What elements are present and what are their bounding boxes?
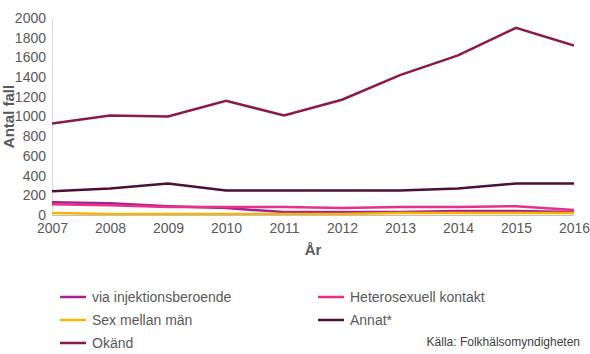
legend: via injektionsberoende Heterosexuell kont… [60, 289, 485, 351]
y-tick: 1200 [15, 89, 52, 105]
x-tick-label: 2012 [327, 220, 358, 236]
legend-label: Heterosexuell kontakt [350, 289, 485, 305]
legend-swatch [60, 296, 86, 299]
y-tick: 2000 [15, 10, 52, 26]
y-tick-label: 1800 [15, 30, 46, 46]
legend-swatch [318, 319, 344, 322]
y-tick: 1600 [15, 49, 52, 65]
legend-entry: Okänd [60, 335, 133, 351]
legend-entry: via injektionsberoende [60, 289, 232, 305]
x-axis: 2007 2008 2009 2010 2011 2012 2013 2014 2015 2016 [37, 215, 590, 236]
legend-swatch [318, 296, 344, 299]
x-axis-title: År [305, 241, 322, 258]
y-tick-label: 800 [23, 128, 47, 144]
x-tick: 2015 [501, 215, 532, 236]
source-note: Källa: Folkhälsomyndigheten [427, 335, 580, 349]
y-tick-label: 600 [23, 148, 47, 164]
series-line [52, 28, 574, 124]
x-tick: 2016 [559, 215, 590, 236]
x-tick: 2014 [443, 215, 474, 236]
y-axis: 0200400600800100012001400160018002000 [15, 10, 53, 223]
legend-entry: Sex mellan män [60, 312, 192, 328]
x-tick: 2012 [327, 215, 358, 236]
legend-swatch [60, 319, 86, 322]
chart: 0200400600800100012001400160018002000200… [0, 0, 590, 354]
y-tick: 1400 [15, 69, 52, 85]
y-tick: 1800 [15, 30, 52, 46]
x-tick-label: 2007 [37, 220, 68, 236]
series-line [52, 212, 574, 215]
x-tick: 2011 [269, 215, 299, 236]
lines [52, 28, 574, 214]
y-tick: 200 [23, 187, 52, 203]
series-line [52, 204, 574, 210]
x-tick: 2009 [153, 215, 184, 236]
x-tick-label: 2016 [559, 220, 590, 236]
x-tick: 2008 [95, 215, 126, 236]
y-tick: 600 [23, 148, 52, 164]
plot: 0200400600800100012001400160018002000200… [15, 10, 590, 236]
legend-label: Okänd [92, 335, 133, 351]
legend-label: Annat* [350, 312, 393, 328]
y-tick-label: 1200 [15, 89, 46, 105]
x-tick-label: 2015 [501, 220, 532, 236]
x-tick: 2013 [385, 215, 416, 236]
y-tick-label: 1000 [15, 108, 46, 124]
y-tick-label: 1600 [15, 49, 46, 65]
legend-entry: Annat* [318, 312, 393, 328]
y-tick: 400 [23, 168, 52, 184]
legend-label: Sex mellan män [92, 312, 192, 328]
y-axis-title: Antal fall [0, 85, 17, 148]
x-tick: 2007 [37, 215, 68, 236]
y-tick-label: 400 [23, 168, 47, 184]
x-tick-label: 2011 [269, 220, 299, 236]
y-tick-label: 200 [23, 187, 47, 203]
y-tick: 1000 [15, 108, 52, 124]
x-tick-label: 2013 [385, 220, 416, 236]
legend-entry: Heterosexuell kontakt [318, 289, 485, 305]
series-line [52, 183, 574, 191]
y-tick-label: 1400 [15, 69, 46, 85]
series-line [52, 202, 574, 212]
x-tick-label: 2014 [443, 220, 474, 236]
x-tick-label: 2008 [95, 220, 126, 236]
legend-label: via injektionsberoende [92, 289, 232, 305]
x-tick-label: 2010 [211, 220, 242, 236]
x-tick: 2010 [211, 215, 242, 236]
y-tick: 800 [23, 128, 52, 144]
x-tick-label: 2009 [153, 220, 184, 236]
legend-swatch [60, 342, 86, 345]
y-axis-line [52, 19, 53, 216]
y-tick-label: 2000 [15, 10, 46, 26]
x-axis-line [53, 215, 575, 216]
